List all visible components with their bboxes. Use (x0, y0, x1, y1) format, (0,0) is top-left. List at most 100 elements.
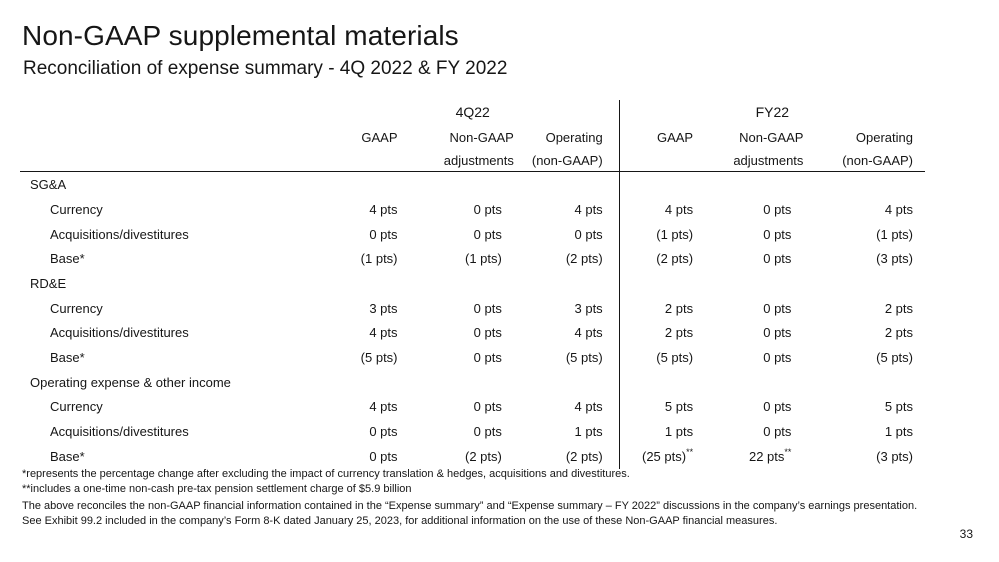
cell-value: 0 pts (763, 201, 792, 217)
table-row: Currency 4 pts 0 pts 4 pts 5 pts 0 pts 5 pts (20, 394, 925, 420)
value-cell: 1 pts (619, 419, 705, 444)
footnote-disclaimer: The above reconciles the non-GAAP financ… (22, 500, 918, 527)
value-cell: 0 pts (705, 296, 811, 321)
value-cell: 0 pts (327, 222, 408, 247)
header-spacer (20, 149, 327, 173)
cell-value: 0 pts (763, 399, 792, 415)
value-cell: (1 pts) (811, 222, 925, 247)
value-cell: 4 pts (811, 197, 925, 222)
col-subheader-non-gaap: (non-GAAP) (811, 149, 925, 173)
row-label: Acquisitions/divestitures (50, 226, 189, 242)
value-cell: 0 pts (327, 419, 408, 444)
cell-value: (1 pts) (465, 251, 502, 267)
cell-value: 4 pts (574, 325, 603, 341)
cell-value: (2 pts) (656, 251, 694, 267)
table-row: Acquisitions/divestitures 0 pts 0 pts 0 pts… (20, 221, 925, 247)
value-cell: 4 pts (327, 197, 408, 222)
col-subheader-adjustments: adjustments (705, 149, 812, 173)
cell-value: 0 pts (574, 226, 603, 242)
page-subtitle: Reconciliation of expense summary - 4Q 2… (23, 58, 508, 79)
empty-cell (408, 271, 514, 296)
cell-value: 2 pts (884, 300, 913, 316)
value-cell: 4 pts (513, 320, 620, 346)
empty-cell (811, 172, 925, 197)
col-subheader-gaap (326, 149, 408, 173)
cell-value: 0 pts (473, 226, 502, 242)
cell-value: 0 pts (763, 300, 792, 316)
footnotes: *represents the percentage change after … (22, 467, 922, 529)
cell-value: 4 pts (369, 399, 398, 415)
section-label: Operating expense & other income (30, 374, 231, 390)
value-cell: (3 pts) (811, 444, 925, 469)
cell-value: 0 pts (473, 201, 502, 217)
value-cell: (1 pts) (619, 222, 705, 247)
empty-cell (513, 271, 620, 296)
value-cell: 0 pts (705, 222, 811, 247)
table-row: Acquisitions/divestitures 4 pts 0 pts 4 pts… (20, 320, 925, 346)
empty-cell (408, 370, 514, 395)
cell-value: 5 pts (664, 399, 694, 415)
col-subheader-adjustments: adjustments (407, 149, 514, 173)
value-cell: 2 pts (811, 321, 925, 346)
value-cell: (1 pts) (408, 246, 514, 271)
footnote-marker: ** (784, 446, 792, 457)
section-row: RD&E (20, 271, 925, 296)
table-row: Base* 0 pts (2 pts) (2 pts) (25 pts)** 22 pts… (20, 443, 925, 469)
col-header-operating: Operating (855, 129, 913, 145)
cell-value: 0 pts (369, 424, 398, 440)
cell-value: (5 pts) (876, 350, 913, 366)
cell-value: 1 pts (884, 424, 913, 440)
col-header-non-gaap: Non-GAAP (449, 129, 514, 145)
cell-value: 0 pts (473, 399, 502, 415)
row-label: Currency (50, 399, 103, 415)
value-cell: 22 pts** (705, 444, 811, 469)
value-cell: 1 pts (513, 419, 620, 444)
value-cell: 4 pts (513, 197, 620, 222)
value-cell: 0 pts (705, 246, 811, 271)
cell-value: 0 pts (369, 448, 398, 464)
cell-value: 0 pts (473, 300, 502, 316)
col-header-non-gaap: Non-GAAP (739, 129, 804, 145)
value-cell: 0 pts (705, 197, 811, 222)
table-row: Currency 4 pts 0 pts 4 pts 4 pts 0 pts 4 pts (20, 197, 925, 222)
cell-value: (3 pts) (876, 448, 913, 464)
value-cell: 2 pts (811, 296, 925, 321)
reconciliation-table: 4Q22 FY22 GAAP Non-GAAP Operating GAAP N… (20, 100, 925, 469)
cell-value: 5 pts (884, 399, 913, 415)
value-cell: 0 pts (408, 345, 514, 370)
value-cell: 0 pts (408, 419, 514, 444)
cell-value: (1 pts) (360, 251, 398, 267)
row-label: Base* (50, 251, 85, 267)
section-label: SG&A (30, 177, 67, 193)
value-cell: 4 pts (619, 197, 705, 222)
row-label: Acquisitions/divestitures (50, 325, 189, 341)
cell-value: 1 pts (664, 424, 694, 440)
cell-value: 4 pts (884, 201, 913, 217)
cell-value: 22 pts (748, 448, 785, 464)
cell-value: 4 pts (369, 325, 398, 341)
value-cell: 4 pts (327, 321, 408, 346)
cell-value: (25 pts) (641, 448, 687, 464)
cell-value: 3 pts (574, 300, 603, 316)
empty-cell (513, 171, 620, 198)
row-label: Base* (50, 448, 85, 464)
value-cell: 0 pts (705, 345, 811, 370)
value-cell: 0 pts (513, 221, 620, 247)
empty-cell (811, 271, 925, 296)
footnote-asterisk: *represents the percentage change after … (22, 468, 630, 480)
page-number: 33 (959, 527, 973, 541)
cell-value: 0 pts (473, 350, 502, 366)
cell-value: 4 pts (574, 201, 603, 217)
value-cell: 4 pts (513, 394, 620, 420)
value-cell: (2 pts) (513, 443, 620, 469)
cell-value: 4 pts (369, 201, 398, 217)
cell-value: 4 pts (664, 201, 694, 217)
empty-cell (705, 271, 811, 296)
value-cell: (3 pts) (811, 246, 925, 271)
empty-cell (811, 370, 925, 395)
group-header-4q22: 4Q22 (326, 100, 620, 125)
cell-value: 0 pts (763, 424, 792, 440)
table-row: Base* (1 pts) (1 pts) (2 pts) (2 pts) 0 pts (3… (20, 246, 925, 272)
cell-value: (2 pts) (565, 448, 603, 464)
cell-value: 0 pts (473, 424, 502, 440)
